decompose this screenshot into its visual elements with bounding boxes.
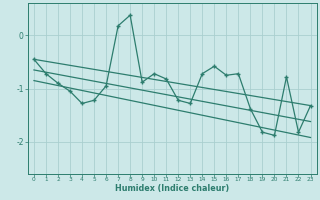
X-axis label: Humidex (Indice chaleur): Humidex (Indice chaleur): [115, 184, 229, 193]
